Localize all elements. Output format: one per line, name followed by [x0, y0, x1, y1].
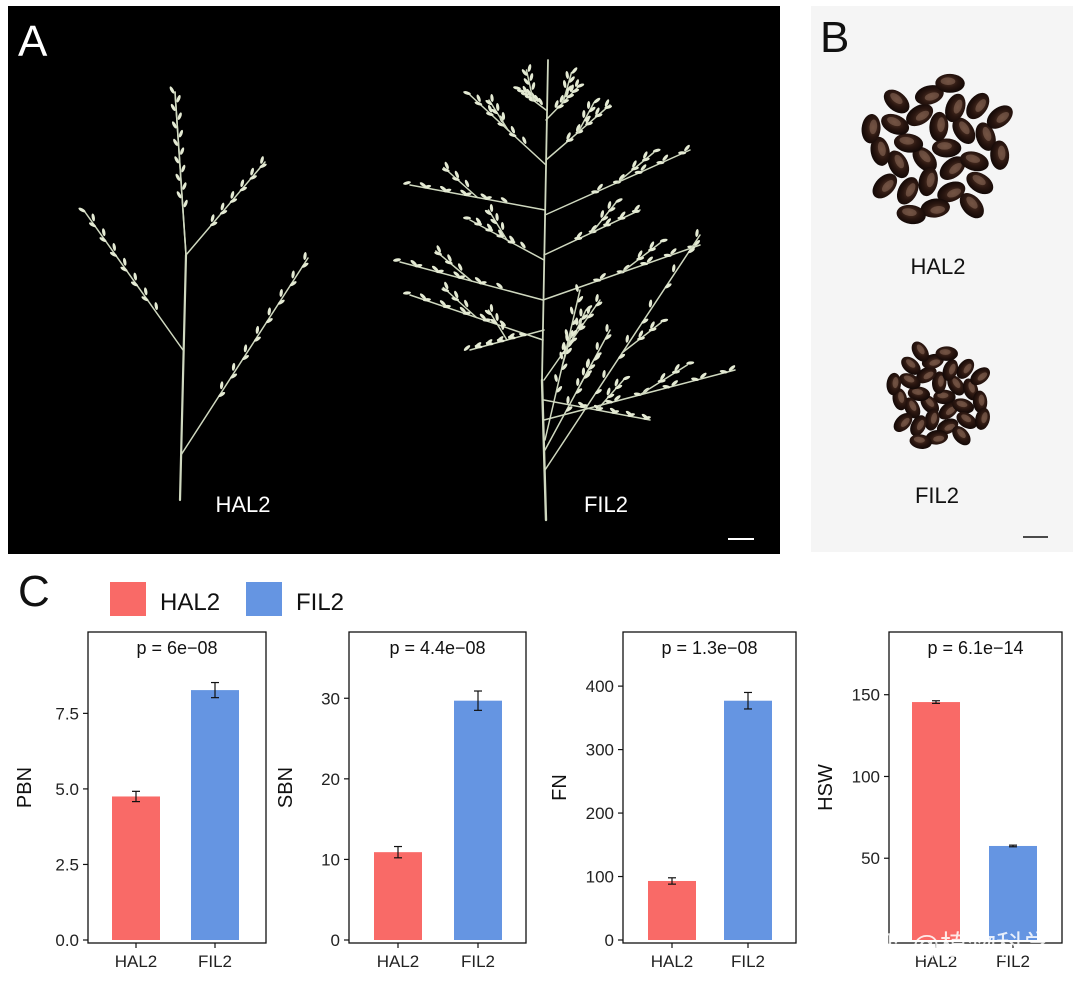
- y-tick-label: 5.0: [55, 780, 79, 799]
- panel-b-label-hal2: HAL2: [910, 254, 965, 279]
- y-tick-label: 300: [586, 741, 614, 760]
- y-tick-label: 50: [861, 849, 880, 868]
- error-bar-hal2: [932, 700, 940, 704]
- panel-b-label-fil2: FIL2: [915, 483, 959, 508]
- bar-hal2: [648, 880, 696, 940]
- error-bar-fil2: [474, 690, 482, 711]
- y-tick-label: 0.0: [55, 931, 79, 950]
- y-axis-label: SBN: [275, 767, 297, 808]
- error-bar-fil2: [1009, 844, 1017, 848]
- y-tick-label: 10: [321, 850, 340, 869]
- bar-fil2: [989, 845, 1037, 940]
- panel-a-letter: A: [18, 17, 48, 66]
- legend-label-hal2: HAL2: [160, 589, 220, 616]
- p-value: p = 1.3e−08: [661, 638, 757, 658]
- y-tick-label: 100: [586, 868, 614, 887]
- p-value: p = 6e−08: [136, 638, 217, 658]
- panel-b-letter: B: [820, 13, 849, 62]
- x-tick-label: HAL2: [377, 952, 420, 971]
- error-bar-hal2: [668, 877, 676, 885]
- bar-fil2: [724, 700, 772, 940]
- y-axis-label: PBN: [14, 767, 36, 808]
- plot-frame: [622, 631, 797, 944]
- chart-fn: HAL2 FIL2 0 100 200 300 400 FN p = 1.3e−08: [549, 631, 797, 971]
- x-tick-label: FIL2: [461, 952, 495, 971]
- panel-a-photo-background: [8, 6, 780, 554]
- y-tick-label: 7.5: [55, 704, 79, 723]
- y-tick-label: 0: [605, 931, 614, 950]
- bar-hal2: [374, 852, 422, 940]
- x-tick-label: FIL2: [731, 952, 765, 971]
- y-tick-label: 100: [852, 767, 880, 786]
- panel-a-label-fil2: FIL2: [584, 492, 628, 517]
- legend: HAL2 FIL2: [110, 582, 344, 616]
- x-tick-label: FIL2: [996, 952, 1030, 971]
- y-tick-label: 400: [586, 677, 614, 696]
- bar-fil2: [191, 690, 239, 940]
- chart-sbn: HAL2 FIL2 0 10 20 30 SBN p = 4.4e−08: [275, 631, 527, 971]
- chart-pbn: HAL2 FIL2 0.0 2.5 5.0 7.5 PBN p = 6e−08: [14, 631, 267, 971]
- error-bar-fil2: [744, 691, 752, 710]
- bar-charts: HAL2 FIL2 0.0 2.5 5.0 7.5 PBN p = 6e−08 HAL2 FIL2…: [14, 631, 1063, 971]
- error-bar-fil2: [211, 681, 219, 699]
- x-tick-label: HAL2: [651, 952, 694, 971]
- y-axis-label: HSW: [815, 764, 837, 811]
- y-tick-label: 200: [586, 804, 614, 823]
- y-tick-label: 0: [331, 931, 340, 950]
- y-axis-label: FN: [549, 774, 571, 801]
- bar-hal2: [912, 702, 960, 940]
- y-tick-label: 150: [852, 686, 880, 705]
- plot-frame: [888, 631, 1063, 944]
- panicle-photo: [78, 59, 736, 522]
- y-tick-label: 30: [321, 689, 340, 708]
- error-bar-hal2: [394, 845, 402, 859]
- chart-hsw: HAL2 FIL2 50 100 150 HSW p = 6.1e−14: [815, 631, 1063, 971]
- watermark: 知乎 @植物科学: [848, 930, 1052, 961]
- x-tick-label: FIL2: [198, 952, 232, 971]
- panel-a-label-hal2: HAL2: [215, 492, 270, 517]
- panel-a: A HAL2 FIL2: [8, 6, 780, 554]
- seed-photo: [861, 73, 1013, 449]
- plot-frame: [348, 631, 527, 944]
- p-value: p = 6.1e−14: [927, 638, 1023, 658]
- bar-fil2: [454, 700, 502, 940]
- legend-label-fil2: FIL2: [296, 589, 344, 616]
- error-bar-hal2: [132, 790, 140, 803]
- legend-swatch-hal2: [110, 582, 146, 616]
- x-tick-label: HAL2: [115, 952, 158, 971]
- legend-swatch-fil2: [246, 582, 282, 616]
- p-value: p = 4.4e−08: [389, 638, 485, 658]
- panel-c-letter: C: [18, 567, 50, 616]
- plot-frame: [87, 631, 267, 944]
- y-tick-label: 2.5: [55, 855, 79, 874]
- x-tick-label: HAL2: [915, 952, 958, 971]
- panel-c: C HAL2 FIL2 HAL2 FIL2 0.0 2.5 5.0 7.5 PBN p = 6…: [14, 567, 1063, 971]
- panel-b: B HAL2 FIL2: [811, 6, 1073, 552]
- y-tick-label: 20: [321, 770, 340, 789]
- bar-hal2: [112, 796, 160, 940]
